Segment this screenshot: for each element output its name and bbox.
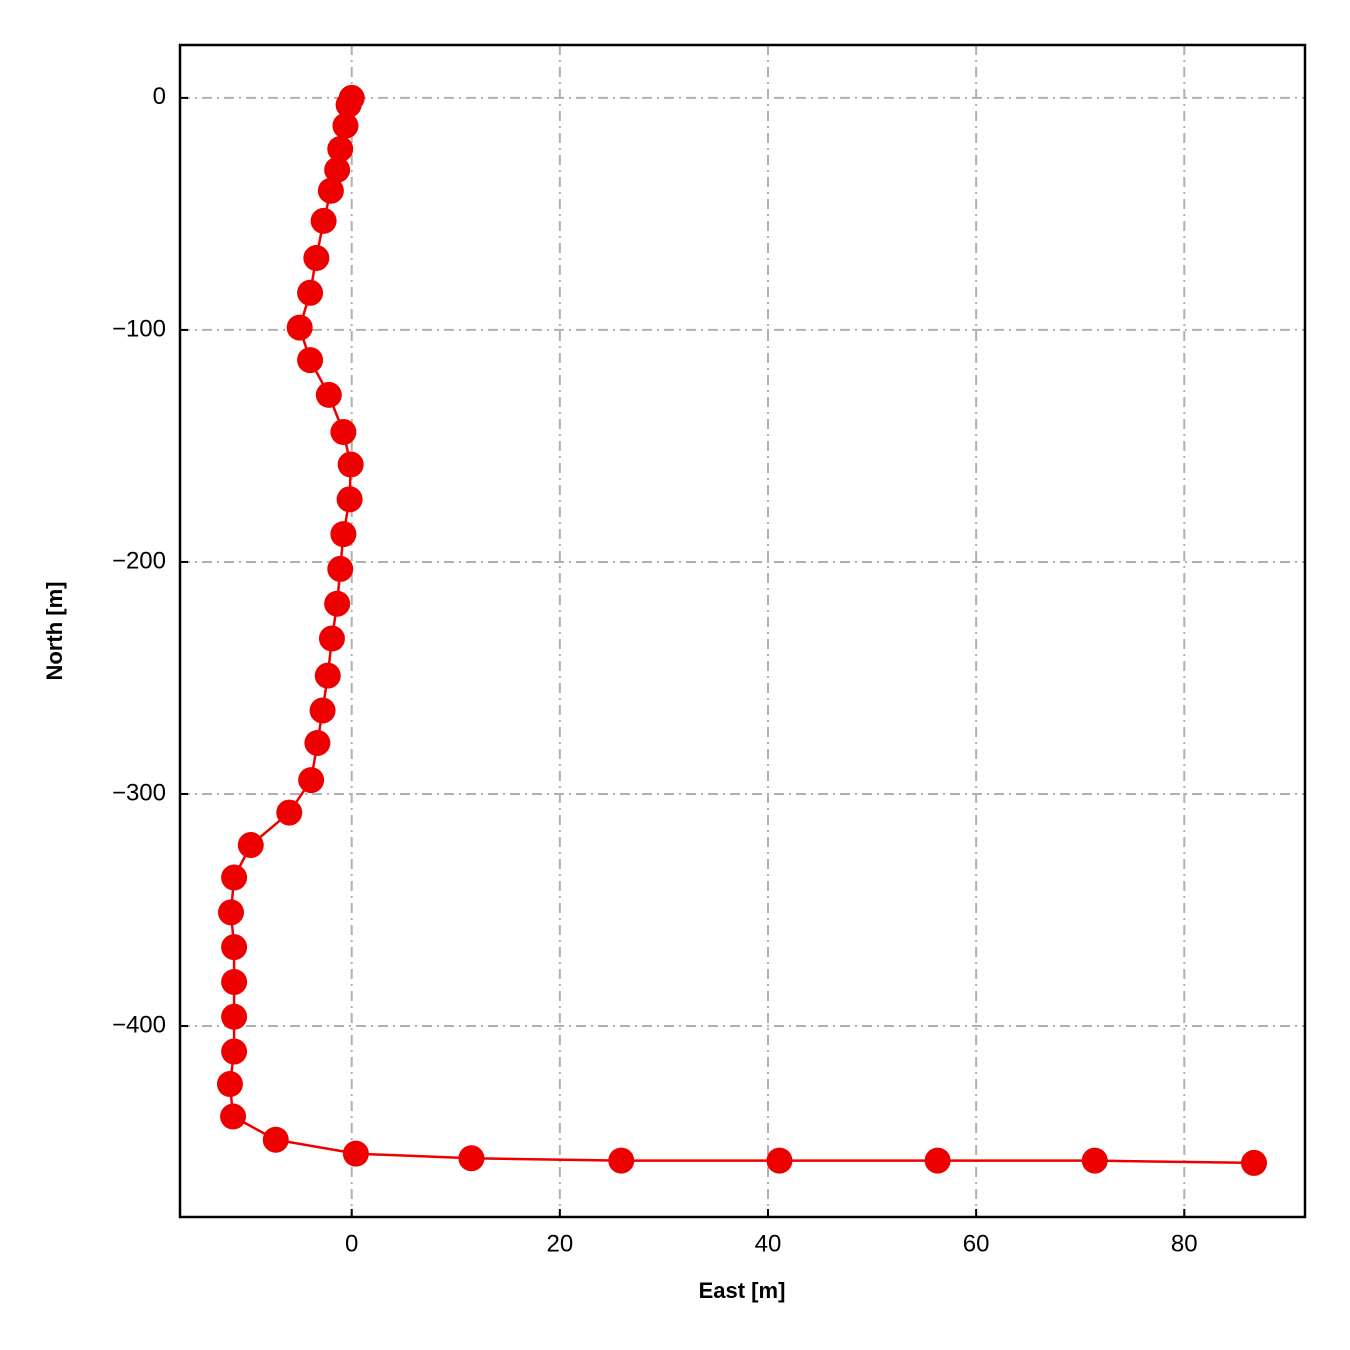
point	[1241, 1149, 1268, 1176]
point	[342, 1140, 369, 1167]
point	[1081, 1147, 1108, 1174]
point	[924, 1147, 951, 1174]
y-tick-label: −200	[112, 547, 166, 574]
point	[337, 451, 364, 478]
series-line	[228, 97, 1255, 1165]
y-tick-label: −100	[112, 315, 166, 342]
plot-frame	[178, 43, 1307, 1219]
point	[318, 625, 345, 652]
point	[237, 832, 264, 859]
point	[327, 135, 354, 162]
point	[310, 207, 337, 234]
point	[217, 899, 244, 926]
x-tick-label: 60	[963, 1230, 990, 1257]
point	[324, 590, 351, 617]
point	[221, 864, 248, 891]
point	[216, 1071, 243, 1098]
point	[458, 1145, 485, 1172]
point	[766, 1147, 793, 1174]
point	[221, 1038, 248, 1065]
point	[221, 934, 248, 961]
point	[220, 1103, 247, 1130]
x-tick-label: 0	[345, 1230, 358, 1257]
point	[297, 279, 324, 306]
point	[608, 1147, 635, 1174]
point	[314, 662, 341, 689]
point	[303, 245, 330, 272]
point	[315, 381, 342, 408]
point	[286, 314, 313, 341]
x-tick-label: 40	[755, 1230, 782, 1257]
point	[327, 555, 354, 582]
point	[309, 697, 336, 724]
point	[298, 767, 325, 794]
point	[336, 486, 363, 513]
x-tick-label: 80	[1171, 1230, 1198, 1257]
point	[262, 1126, 289, 1153]
point	[332, 112, 359, 139]
point	[297, 347, 324, 374]
point	[324, 156, 351, 183]
point	[221, 968, 248, 995]
point	[335, 91, 362, 118]
y-tick-label: −300	[112, 779, 166, 806]
x-tick-label: 20	[547, 1230, 574, 1257]
y-tick-label: 0	[153, 83, 166, 110]
y-axis-label: North [m]	[42, 582, 67, 681]
point	[221, 1003, 248, 1030]
x-axis-label: East [m]	[699, 1278, 786, 1303]
point	[304, 729, 331, 756]
point	[317, 177, 344, 204]
point	[276, 799, 303, 826]
point	[330, 419, 357, 446]
y-tick-label: −400	[112, 1011, 166, 1038]
point	[330, 521, 357, 548]
